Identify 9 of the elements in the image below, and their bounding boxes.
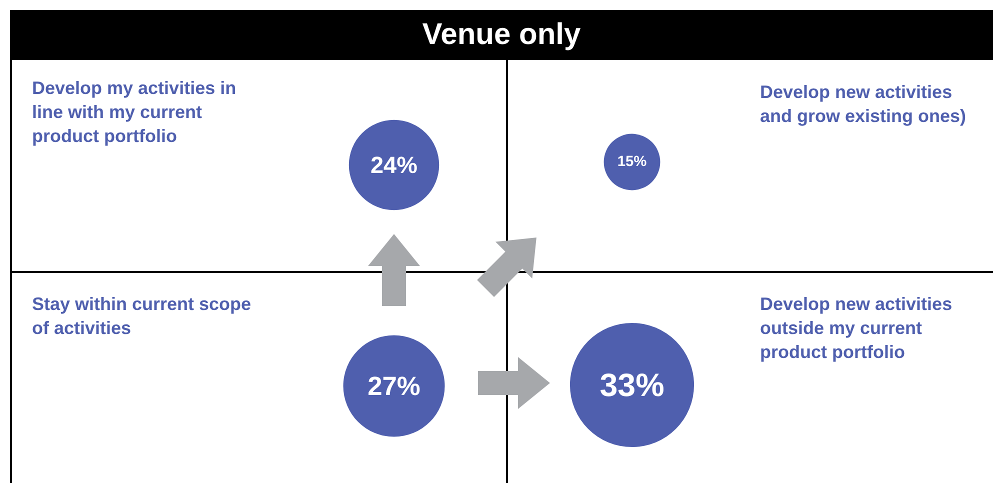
data-label: 27% xyxy=(368,371,420,401)
category-label: Develop new activities and grow existing ones) xyxy=(760,81,968,128)
category-label: Develop new activities outside my current product portfolio xyxy=(760,293,954,364)
text: Venue only xyxy=(10,10,993,60)
data-label: 24% xyxy=(370,152,418,178)
data-label: 33% xyxy=(600,367,664,403)
category-label: Stay within current scope of activities xyxy=(32,293,252,340)
data-label: 15% xyxy=(617,154,647,170)
category-label: Develop my activities in line with my current product portfolio xyxy=(32,77,238,148)
